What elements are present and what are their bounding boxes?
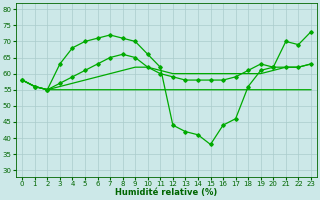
X-axis label: Humidité relative (%): Humidité relative (%)	[116, 188, 218, 197]
